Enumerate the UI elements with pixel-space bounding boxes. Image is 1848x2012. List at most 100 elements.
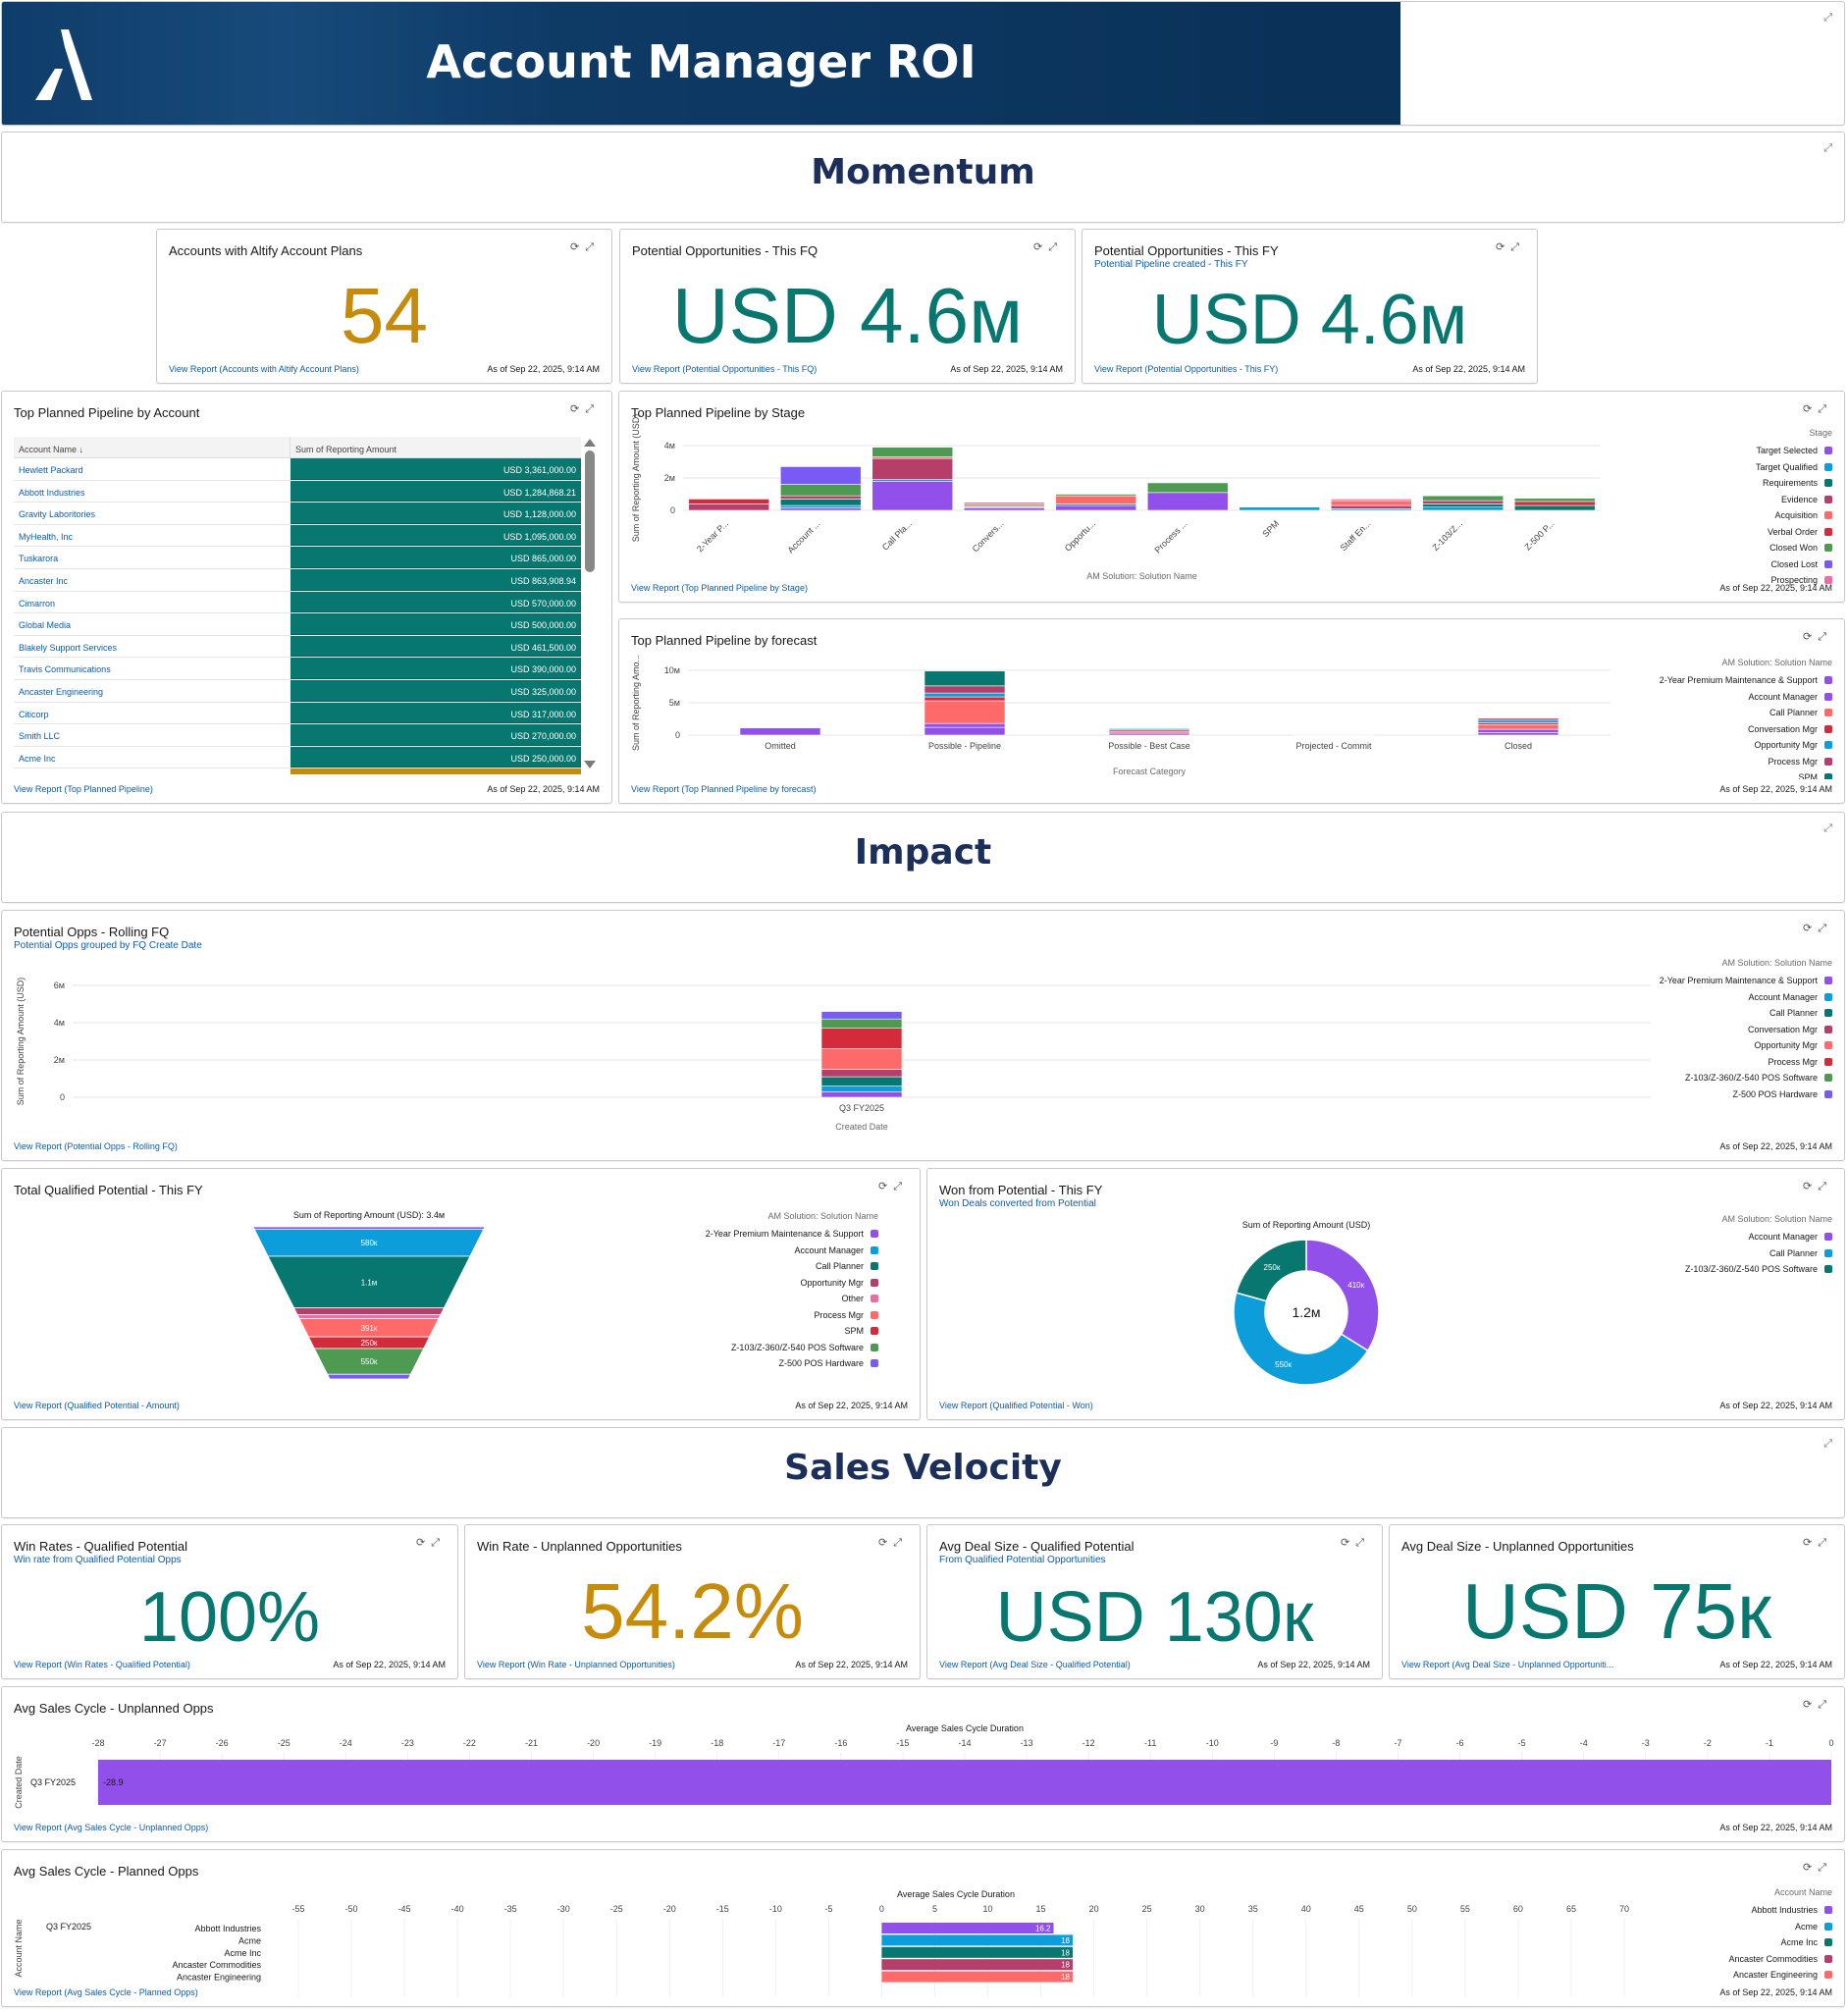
legend-item[interactable]: Z-500 POS Hardware	[1577, 1086, 1832, 1103]
expand-icon[interactable]: ⤢	[1818, 1699, 1832, 1711]
legend-item[interactable]: Z-103/Z-360/Z-540 POS Software	[623, 1340, 878, 1356]
expand-icon[interactable]: ⤢	[585, 403, 600, 415]
legend-item[interactable]: Acme	[1636, 1919, 1832, 1935]
expand-icon[interactable]: ⤢	[1818, 631, 1832, 643]
legend-item[interactable]: 2-Year Premium Maintenance & Support	[623, 1226, 878, 1243]
account-name-link[interactable]: Blakely Support Services	[19, 642, 118, 653]
view-report-link[interactable]: View Report (Avg Deal Size - Qualified P…	[939, 1660, 1131, 1669]
legend-item[interactable]: Process Mgr	[1577, 754, 1832, 770]
refresh-icon[interactable]: ⟳	[569, 241, 586, 253]
legend-item[interactable]: Call Planner	[1577, 1245, 1832, 1262]
view-report-link[interactable]: View Report (Potential Opportunities - T…	[632, 364, 818, 374]
card-tools[interactable]: ⟳⤢	[416, 1536, 446, 1550]
view-report-link[interactable]: View Report (Potential Opps - Rolling FQ…	[14, 1141, 178, 1151]
legend-item[interactable]: Conversation Mgr	[1577, 1022, 1832, 1038]
account-name-link[interactable]: Tuskarora	[19, 554, 59, 564]
legend-item[interactable]: Evidence	[1636, 492, 1832, 508]
legend-item[interactable]: SPM	[623, 1323, 878, 1340]
card-tools[interactable]: ⟳⤢	[1803, 1861, 1832, 1875]
view-report-link[interactable]: View Report (Potential Opportunities - T…	[1094, 364, 1279, 374]
card-tools[interactable]: ⟳⤢	[1033, 240, 1063, 254]
expand-icon[interactable]: ⤢	[1818, 1537, 1832, 1549]
column-header-amount[interactable]: Sum of Reporting Amount	[295, 445, 397, 454]
scroll-up-icon[interactable]	[584, 439, 596, 447]
legend-item[interactable]: Target Qualified	[1636, 459, 1832, 476]
legend-item[interactable]: Verbal Order	[1636, 524, 1832, 541]
account-name-link[interactable]: Gravity Laboritories	[19, 509, 96, 520]
view-report-link[interactable]: View Report (Top Planned Pipeline by for…	[631, 784, 817, 794]
refresh-icon[interactable]: ⟳	[1802, 1699, 1819, 1711]
view-report-link[interactable]: View Report (Top Planned Pipeline)	[14, 784, 153, 794]
expand-icon[interactable]: ⤢	[893, 1537, 908, 1549]
legend-item[interactable]: Target Selected	[1636, 443, 1832, 459]
expand-icon[interactable]: ⤢	[1823, 822, 1832, 834]
account-name-link[interactable]: Citicorp	[19, 709, 49, 719]
expand-icon[interactable]: ⤢	[1818, 403, 1832, 415]
account-name-link[interactable]: MyHealth, Inc	[19, 531, 74, 542]
refresh-icon[interactable]: ⟳	[1802, 1862, 1819, 1874]
account-name-link[interactable]: Ancaster Inc	[19, 575, 69, 586]
expand-icon[interactable]: ⤢	[1818, 1181, 1832, 1192]
expand-icon[interactable]: ⤢	[1818, 1862, 1832, 1874]
legend-item[interactable]: Acquisition	[1636, 507, 1832, 524]
legend-item[interactable]: Process Mgr	[1577, 1054, 1832, 1071]
legend-item[interactable]: Acme Inc	[1636, 1934, 1832, 1951]
expand-icon[interactable]: ⤢	[1823, 1438, 1832, 1450]
refresh-icon[interactable]: ⟳	[877, 1181, 894, 1192]
view-report-link[interactable]: View Report (Win Rate - Unplanned Opport…	[477, 1660, 675, 1669]
legend-item[interactable]: Call Planner	[623, 1258, 878, 1275]
view-report-link[interactable]: View Report (Qualified Potential - Amoun…	[14, 1401, 180, 1410]
card-tools[interactable]: ⟳⤢	[1803, 1180, 1832, 1193]
refresh-icon[interactable]: ⟳	[1495, 241, 1511, 253]
legend-item[interactable]: Ancaster Engineering	[1636, 1967, 1832, 1984]
refresh-icon[interactable]: ⟳	[1032, 241, 1049, 253]
expand-icon[interactable]: ⤢	[1048, 241, 1063, 253]
refresh-icon[interactable]: ⟳	[1802, 1181, 1819, 1192]
account-name-link[interactable]: Ancaster Engineering	[19, 686, 104, 697]
card-tools[interactable]: ⟳⤢	[1803, 1536, 1832, 1550]
card-tools[interactable]: ⟳⤢	[570, 402, 600, 416]
card-tools[interactable]: ⟳⤢	[570, 240, 600, 254]
legend-item[interactable]: Call Planner	[1577, 705, 1832, 721]
refresh-icon[interactable]: ⟳	[1802, 1537, 1819, 1549]
scrollbar[interactable]	[584, 437, 596, 770]
expand-icon[interactable]: ⤢	[585, 241, 600, 253]
legend-item[interactable]: Closed Lost	[1636, 556, 1832, 573]
legend-item[interactable]: SPM	[1577, 769, 1832, 779]
refresh-icon[interactable]: ⟳	[415, 1537, 432, 1549]
expand-icon[interactable]: ⤢	[431, 1537, 446, 1549]
legend-item[interactable]: Conversation Mgr	[1577, 721, 1832, 738]
legend-item[interactable]: Process Mgr	[623, 1307, 878, 1324]
legend-item[interactable]: Account Manager	[1577, 1229, 1832, 1245]
card-tools[interactable]: ⟳⤢	[1803, 402, 1832, 416]
legend-item[interactable]: Ancaster Commodities	[1636, 1951, 1832, 1968]
refresh-icon[interactable]: ⟳	[1802, 631, 1819, 643]
legend-item[interactable]: Prospecting	[1636, 572, 1832, 585]
refresh-icon[interactable]: ⟳	[877, 1537, 894, 1549]
refresh-icon[interactable]: ⟳	[1340, 1537, 1356, 1549]
legend-item[interactable]: Closed Won	[1636, 540, 1832, 556]
expand-icon[interactable]: ⤢	[1355, 1537, 1370, 1549]
refresh-icon[interactable]: ⟳	[1802, 923, 1819, 934]
card-tools[interactable]: ⟳⤢	[1803, 1698, 1832, 1712]
expand-icon[interactable]: ⤢	[1823, 142, 1832, 154]
legend-item[interactable]: Call Planner	[1577, 1005, 1832, 1022]
view-report-link[interactable]: View Report (Avg Sales Cycle - Unplanned…	[14, 1823, 209, 1832]
scroll-down-icon[interactable]	[584, 761, 596, 768]
view-report-link[interactable]: View Report (Qualified Potential - Won)	[939, 1401, 1093, 1410]
card-tools[interactable]: ⟳⤢	[878, 1180, 908, 1193]
legend-item[interactable]: Abbott Industries	[1636, 1902, 1832, 1919]
card-tools[interactable]: ⟳⤢	[878, 1536, 908, 1550]
legend-item[interactable]: Opportunity Mgr	[1577, 737, 1832, 754]
card-tools[interactable]: ⟳⤢	[1341, 1536, 1370, 1550]
refresh-icon[interactable]: ⟳	[1802, 403, 1819, 415]
card-tools[interactable]: ⟳⤢	[1803, 922, 1832, 935]
legend-item[interactable]: 2-Year Premium Maintenance & Support	[1577, 973, 1832, 989]
view-report-link[interactable]: View Report (Avg Sales Cycle - Planned O…	[14, 1987, 198, 1997]
legend-item[interactable]: Z-103/Z-360/Z-540 POS Software	[1577, 1261, 1832, 1278]
legend-item[interactable]: Account Manager	[623, 1243, 878, 1259]
refresh-icon[interactable]: ⟳	[569, 403, 586, 415]
expand-icon[interactable]: ⤢	[1823, 12, 1832, 24]
account-name-link[interactable]: Global Media	[19, 620, 72, 631]
view-report-link[interactable]: View Report (Top Planned Pipeline by Sta…	[631, 583, 808, 593]
